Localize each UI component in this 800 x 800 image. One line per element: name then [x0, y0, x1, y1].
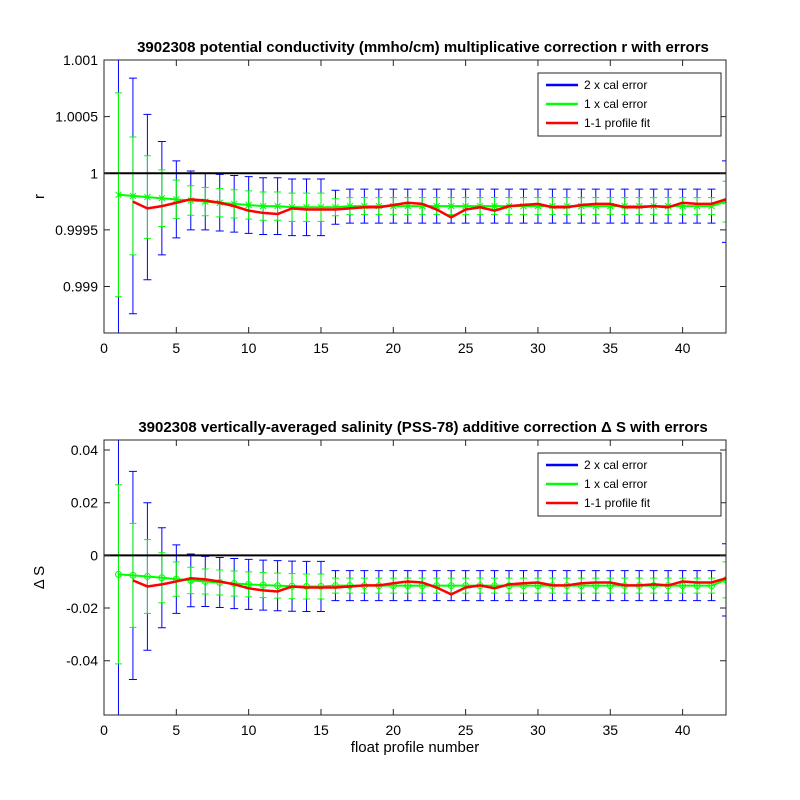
x-tick-label: 15: [313, 340, 329, 356]
plot-area: [104, 440, 726, 715]
x-tick-label: 15: [313, 722, 329, 738]
x-tick-label: 5: [172, 722, 180, 738]
y-axis-label: r: [31, 194, 48, 199]
marker: [143, 572, 151, 580]
error-bar: [722, 160, 726, 243]
y-axis-label: Δ S: [31, 566, 48, 589]
y-tick-label: 0.9995: [55, 222, 98, 238]
x-tick-label: 30: [530, 722, 546, 738]
x-tick-label: 40: [675, 340, 691, 356]
y-tick-label: 0.999: [63, 279, 98, 295]
x-tick-label: 5: [172, 340, 180, 356]
y-tick-label: 1.001: [63, 52, 98, 68]
x-tick-label: 25: [458, 340, 474, 356]
marker: [115, 191, 122, 199]
marker: [447, 582, 455, 590]
error-bar: [722, 543, 726, 617]
x-tick-label: 20: [386, 722, 402, 738]
error-bar: [722, 561, 726, 599]
x-tick-label: 40: [675, 722, 691, 738]
marker: [491, 202, 498, 210]
marker: [158, 194, 166, 202]
legend-label: 1-1 profile fit: [584, 496, 651, 510]
legend-label: 1-1 profile fit: [584, 116, 651, 130]
marker: [129, 192, 137, 200]
chart-title: 3902308 vertically-averaged salinity (PS…: [138, 419, 707, 436]
marker: [274, 202, 281, 210]
legend-label: 1 x cal error: [584, 477, 647, 491]
marker: [274, 582, 282, 590]
marker: [129, 571, 137, 579]
marker: [245, 201, 253, 209]
y-tick-label: 0.02: [71, 495, 98, 511]
marker: [259, 202, 267, 210]
marker: [114, 570, 122, 578]
y-tick-label: 0.04: [71, 442, 98, 458]
x-tick-label: 0: [100, 340, 108, 356]
x-tick-label: 10: [241, 722, 257, 738]
x-axis-label: float profile number: [351, 739, 479, 756]
series-line: [132, 577, 726, 596]
legend-label: 2 x cal error: [584, 78, 647, 92]
marker: [158, 574, 166, 582]
x-tick-label: 25: [458, 722, 474, 738]
x-tick-label: 0: [100, 722, 108, 738]
x-tick-label: 10: [241, 340, 257, 356]
marker: [259, 581, 267, 589]
marker: [144, 193, 151, 201]
y-tick-label: 1: [90, 165, 98, 181]
y-tick-label: 1.0005: [55, 109, 98, 125]
x-tick-label: 20: [386, 340, 402, 356]
axes-frame: [103, 439, 727, 716]
x-tick-label: 35: [602, 722, 618, 738]
axes-frame: [103, 59, 727, 334]
x-tick-label: 35: [602, 340, 618, 356]
legend-label: 2 x cal error: [584, 458, 647, 472]
legend-label: 1 x cal error: [584, 97, 647, 111]
chart-title: 3902308 potential conductivity (mmho/cm)…: [137, 39, 709, 56]
y-tick-label: 0: [90, 547, 98, 563]
y-tick-label: -0.04: [66, 653, 98, 669]
series-line: [132, 198, 726, 219]
y-tick-label: -0.02: [66, 600, 98, 616]
marker: [447, 202, 455, 210]
x-tick-label: 30: [530, 340, 546, 356]
error-bar: [722, 180, 726, 223]
error-bar: [114, 484, 122, 665]
